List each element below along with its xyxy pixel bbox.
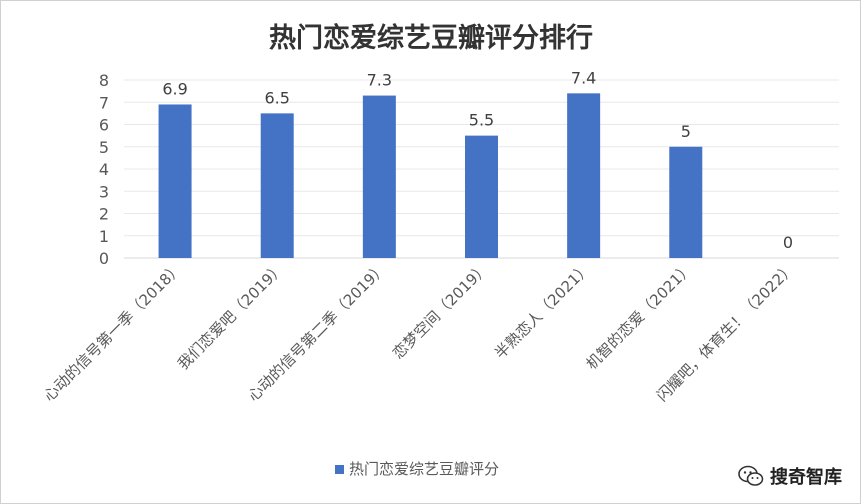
bar — [669, 146, 703, 258]
data-label: 5 — [681, 122, 691, 141]
x-axis-ticks: 心动的信号第一季（2018）我们恋爱吧（2019）心动的信号第二季（2019）恋… — [40, 259, 799, 405]
x-tick-label: 半熟恋人（2021） — [491, 259, 594, 362]
x-tick-label: 恋梦空间（2019） — [389, 259, 492, 362]
bars — [158, 93, 703, 258]
y-tick-label: 0 — [99, 249, 109, 268]
y-tick-label: 5 — [99, 138, 109, 157]
y-tick-label: 7 — [99, 93, 109, 112]
bar — [158, 104, 192, 258]
wechat-icon — [738, 465, 764, 486]
legend-label: 热门恋爱综艺豆瓣评分 — [349, 460, 499, 478]
x-tick-label: 机智的恋爱（2021） — [583, 259, 697, 373]
y-tick-label: 3 — [99, 182, 109, 201]
data-label: 7.3 — [367, 71, 392, 90]
data-labels: 6.9 6.5 7.3 5.5 7.4 5 0 — [162, 68, 793, 252]
data-label: 0 — [783, 233, 793, 252]
watermark: 搜奇智库 — [738, 463, 842, 489]
data-label: 5.5 — [469, 111, 494, 130]
watermark-text: 搜奇智库 — [770, 467, 842, 488]
data-label: 6.5 — [264, 88, 289, 107]
y-tick-label: 4 — [99, 160, 109, 179]
x-tick-label: 心动的信号第一季（2018） — [40, 259, 186, 405]
x-tick-label: 我们恋爱吧（2019） — [174, 259, 288, 373]
y-tick-label: 6 — [99, 116, 109, 135]
y-tick-label: 2 — [99, 205, 109, 224]
chart-title: 热门恋爱综艺豆瓣评分排行 — [269, 22, 593, 54]
data-label: 7.4 — [571, 68, 596, 87]
bar — [465, 135, 498, 258]
bar — [567, 93, 601, 258]
y-tick-label: 1 — [99, 227, 109, 246]
bar — [362, 95, 396, 258]
y-axis-ticks: 0 1 2 3 4 5 6 7 8 — [99, 71, 109, 268]
legend-swatch — [335, 465, 344, 474]
bar — [260, 113, 294, 258]
y-tick-label: 8 — [99, 71, 109, 90]
data-label: 6.9 — [162, 79, 187, 98]
legend: 热门恋爱综艺豆瓣评分 — [335, 460, 499, 478]
